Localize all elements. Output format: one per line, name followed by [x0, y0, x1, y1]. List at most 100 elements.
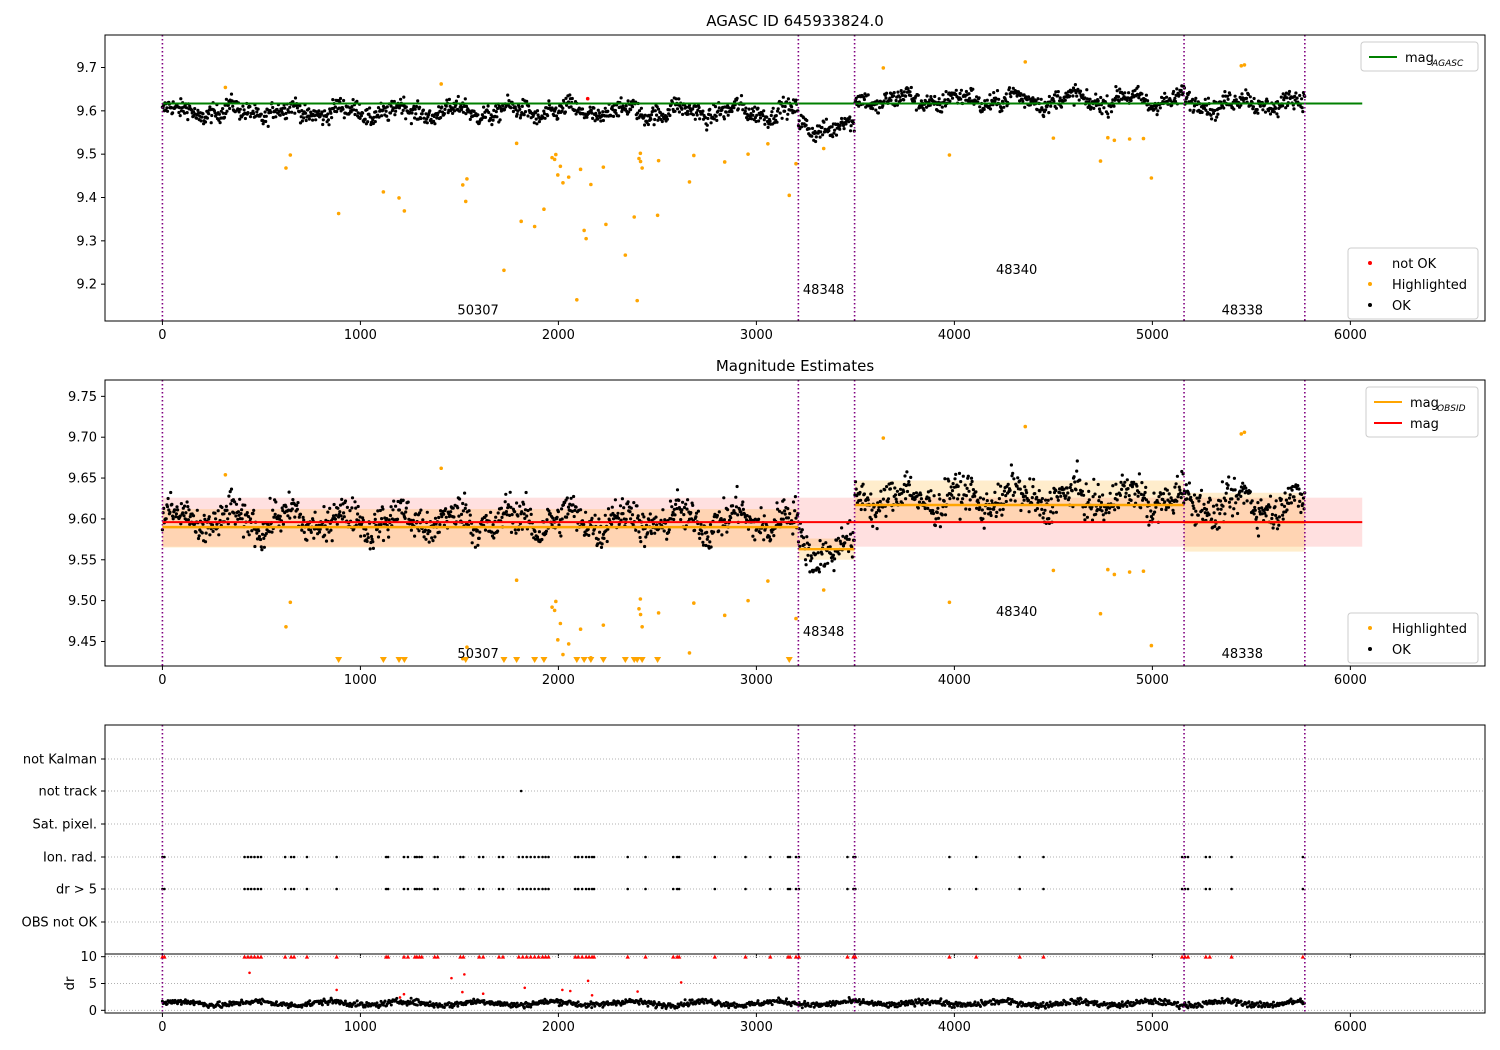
ok-point [1104, 511, 1108, 515]
dr-ok-point [912, 1002, 916, 1006]
ok-point [708, 540, 712, 544]
legend-label: mag [1405, 51, 1434, 66]
ok-point [923, 506, 927, 511]
ok-point [421, 108, 425, 112]
ok-point [731, 504, 735, 508]
ok-point [985, 499, 989, 503]
ok-point [926, 490, 931, 494]
ok-point [957, 471, 962, 475]
dr-ok-point [383, 999, 387, 1003]
ok-point [674, 502, 678, 506]
ok-point [358, 515, 362, 519]
x-tick-label: 5000 [1136, 328, 1169, 343]
dr-ok-point [926, 998, 929, 1002]
dr-ok-point [756, 999, 760, 1003]
ok-point [902, 90, 906, 94]
highlighted-point [578, 167, 583, 172]
ok-point [356, 512, 360, 516]
ok-point [751, 109, 756, 113]
ok-point [314, 118, 318, 122]
ok-point [879, 489, 883, 493]
ok-point [936, 506, 940, 510]
dr-ok-point [409, 996, 413, 1000]
legend-frame [1347, 612, 1479, 664]
flag-point [1204, 887, 1208, 891]
ok-point [1043, 508, 1047, 512]
ok-point [328, 107, 332, 111]
ok-point [214, 113, 218, 117]
ok-point [1219, 507, 1223, 511]
ok-point [934, 517, 938, 521]
dr-ok-point [556, 998, 560, 1002]
ok-point [175, 505, 179, 509]
ok-point [295, 106, 299, 110]
obsid-label: 48348 [803, 283, 844, 298]
ok-point [591, 116, 595, 120]
highlighted-point [336, 211, 341, 216]
ok-point [1211, 504, 1216, 508]
ok-point [981, 497, 986, 501]
ok-point [847, 120, 851, 124]
y-tick-label: 9.3 [76, 234, 97, 249]
ok-point [1248, 95, 1252, 99]
ok-point [185, 111, 189, 115]
ok-point [894, 497, 898, 501]
ok-point [959, 480, 963, 484]
legend-frame [1360, 41, 1479, 72]
ok-point [968, 507, 972, 511]
ok-point [603, 513, 607, 517]
ok-point [1232, 476, 1236, 480]
ok-point [827, 129, 831, 133]
ok-point [1227, 475, 1231, 479]
ok-point [1275, 516, 1279, 520]
ok-point [697, 105, 701, 110]
ok-point [1239, 494, 1243, 498]
ok-point [768, 119, 772, 123]
legend-label: OK [1392, 299, 1411, 314]
ok-point [598, 530, 602, 534]
ok-point [1094, 512, 1098, 516]
ok-point [1260, 512, 1264, 516]
y-tick-label: 9.65 [68, 472, 97, 487]
ok-point [211, 529, 215, 534]
ok-point [1281, 92, 1285, 96]
ok-point [1300, 106, 1304, 110]
ok-point [761, 114, 765, 118]
dr-ok-point [803, 999, 807, 1003]
dr-ok-point [220, 1005, 224, 1009]
dr-ok-point [531, 1000, 535, 1004]
flag-point [386, 887, 390, 891]
ok-point [1097, 499, 1101, 503]
ok-point [1144, 485, 1148, 489]
ok-point [1244, 486, 1248, 490]
ok-point [380, 517, 384, 521]
ok-point [715, 118, 719, 122]
ok-point [367, 112, 371, 116]
ok-point [307, 117, 311, 121]
ok-point [1187, 90, 1191, 94]
ok-point [700, 529, 704, 533]
ok-point [260, 548, 264, 552]
ok-point [1160, 507, 1164, 511]
ok-point [807, 543, 811, 547]
ok-point [558, 531, 562, 535]
dr-ok-point [686, 1001, 689, 1005]
ok-point [285, 116, 289, 120]
ok-point [418, 105, 422, 109]
ok-point [1000, 513, 1004, 517]
flag-point [1301, 855, 1305, 859]
ok-point [548, 511, 552, 516]
flag-point [1042, 887, 1045, 891]
ok-point [295, 507, 299, 511]
ok-point [909, 85, 913, 90]
highlighted-point [519, 219, 523, 224]
ok-point [971, 488, 976, 492]
ok-point [356, 111, 360, 115]
highlighted-point [1242, 63, 1247, 67]
ok-point [1222, 99, 1226, 103]
flag-point [541, 887, 544, 891]
ok-point [176, 508, 180, 512]
ok-point [464, 503, 468, 507]
ok-point [1218, 106, 1223, 110]
ok-point [1080, 489, 1084, 493]
